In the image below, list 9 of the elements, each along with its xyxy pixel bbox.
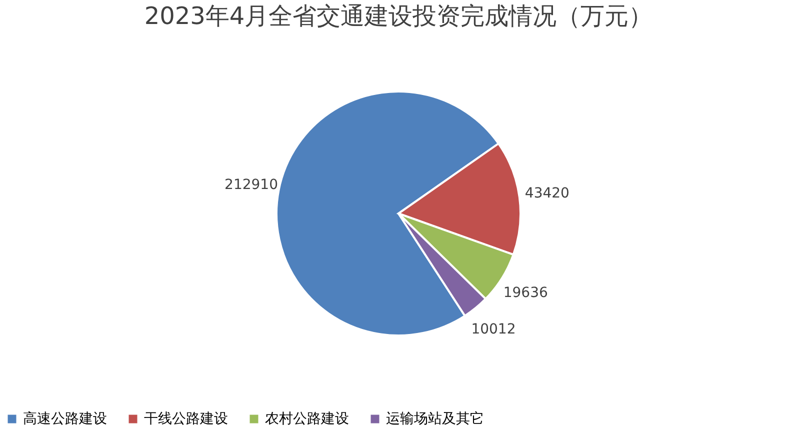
legend-label: 运输场站及其它 [386,411,484,427]
data-label: 10012 [471,322,516,338]
data-label: 43420 [524,186,570,202]
legend-label: 干线公路建设 [144,411,228,427]
legend-label: 高速公路建设 [23,411,107,427]
data-label: 19636 [503,285,548,302]
data-label: 212910 [224,176,278,193]
legend-label: 农村公路建设 [265,411,349,427]
chart-title: 2023年4月全省交通建设投资完成情况（万元） [144,2,653,30]
